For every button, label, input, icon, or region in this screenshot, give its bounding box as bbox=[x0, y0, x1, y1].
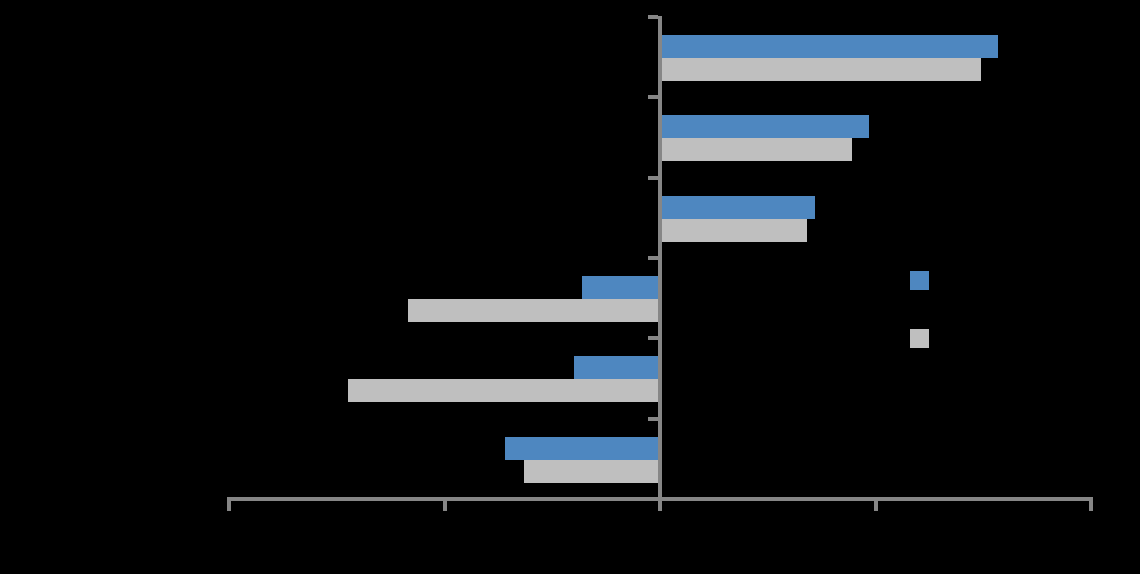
bar-series1-category4 bbox=[582, 276, 660, 299]
legend-swatch-series1 bbox=[910, 271, 929, 290]
y-axis-tick-6 bbox=[648, 416, 658, 421]
bar-series1-category2 bbox=[660, 115, 870, 139]
y-axis-tick-1 bbox=[648, 15, 658, 19]
y-axis-tick-7 bbox=[648, 497, 658, 501]
bar-series1-category3 bbox=[660, 195, 816, 219]
bar-series2-category5 bbox=[347, 379, 660, 403]
x-axis-tick-3 bbox=[658, 501, 662, 511]
horizontal-axis-line bbox=[227, 497, 1093, 501]
y-axis-tick-4 bbox=[648, 256, 658, 260]
x-axis-tick-2 bbox=[442, 501, 447, 511]
x-axis-tick-5 bbox=[1089, 501, 1093, 511]
bar-series1-category5 bbox=[573, 356, 660, 380]
bar-series1-category6 bbox=[504, 436, 660, 460]
x-axis-tick-1 bbox=[227, 501, 231, 511]
bar-series2-category2 bbox=[660, 138, 852, 162]
bar-series1-category1 bbox=[660, 35, 999, 58]
bar-series2-category1 bbox=[660, 58, 982, 81]
vertical-axis-line bbox=[658, 16, 662, 501]
bar-series2-category4 bbox=[407, 299, 660, 322]
y-axis-tick-2 bbox=[648, 95, 658, 100]
legend-swatch-series2 bbox=[910, 329, 929, 348]
y-axis-tick-5 bbox=[648, 336, 658, 341]
x-axis-tick-4 bbox=[873, 501, 878, 511]
bar-series2-category6 bbox=[524, 459, 660, 483]
y-axis-tick-3 bbox=[648, 175, 658, 180]
bar-series2-category3 bbox=[660, 218, 807, 242]
